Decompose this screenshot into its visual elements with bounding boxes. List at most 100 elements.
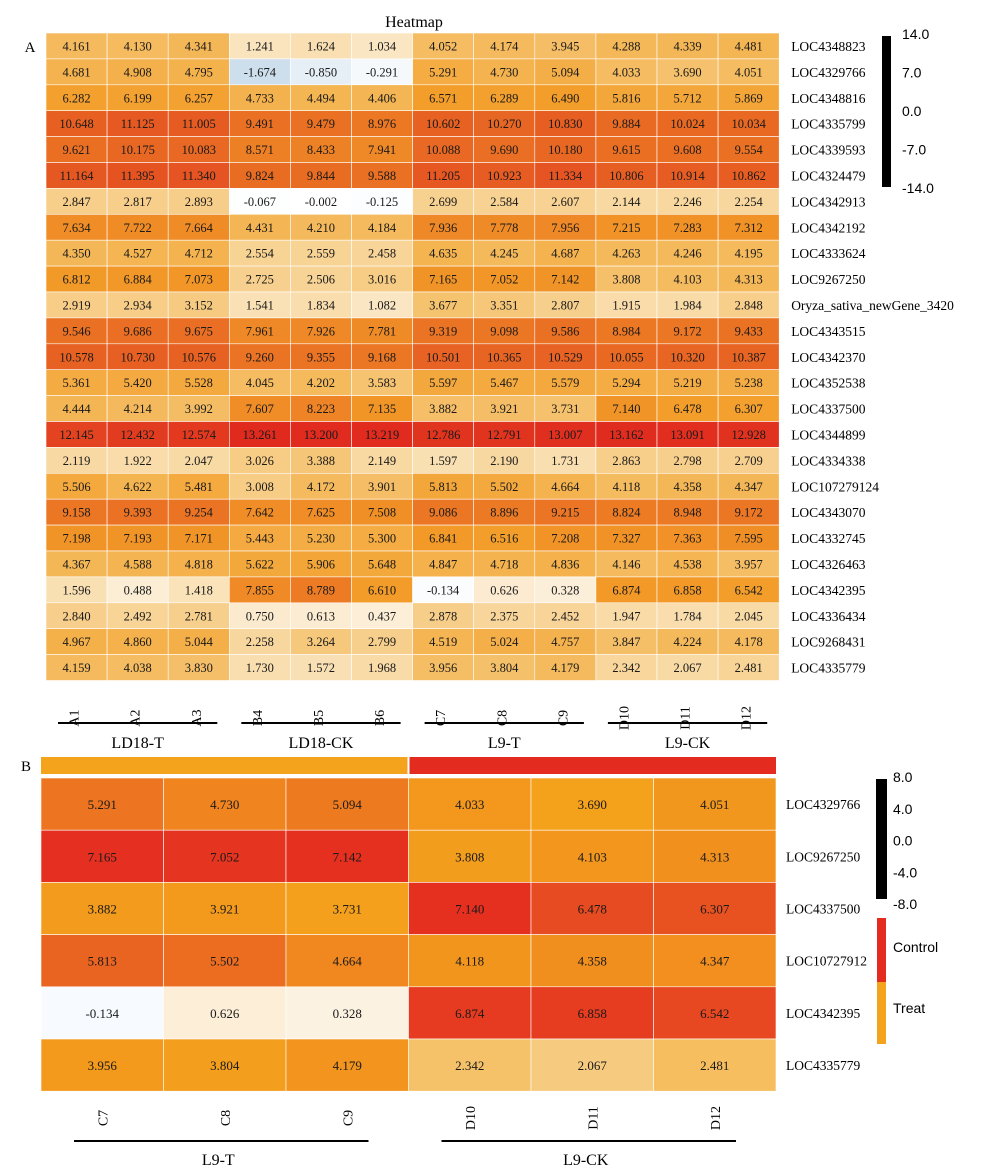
heatmap-cell [290,84,352,112]
cell-value-label: 6.199 [124,91,152,105]
cell-value-label: 2.067 [673,661,701,675]
cell-value-label: 4.358 [578,954,607,969]
cell-value-label: 9.546 [62,324,90,338]
cell-value-label: 4.146 [612,557,640,571]
cell-value-label: 2.492 [124,609,152,623]
cell-value-label: 3.945 [551,39,579,53]
heatmap-cell [534,239,597,267]
heatmap-cell [45,291,108,319]
heatmap-cell [167,576,230,604]
cell-value-label: 4.172 [307,480,335,494]
heatmap-cell [595,317,658,345]
cell-value-label: 6.812 [62,273,90,287]
heatmap-cell [229,395,291,422]
cell-value-label: 1.597 [429,454,457,468]
column-annotation-cell [286,757,409,774]
row-label: LOC9267250 [786,849,861,864]
cell-value-label: 3.804 [490,661,519,675]
row-label: LOC4344899 [791,427,866,442]
heatmap-cell [412,291,475,319]
cell-value-label: 3.957 [735,557,763,571]
heatmap-cell [656,188,719,215]
column-label: D12 [709,1106,724,1130]
cell-value-label: 2.067 [578,1058,608,1073]
cell-value-label: 4.718 [490,557,518,571]
cell-value-label: 4.757 [551,635,579,649]
column-annotation-cell [531,757,654,774]
heatmap-cell [595,628,658,655]
cell-value-label: 13.162 [609,428,643,442]
cell-value-label: 1.572 [307,661,335,675]
cell-value-label: 6.282 [62,91,90,105]
cell-value-label: 2.607 [551,195,579,209]
heatmap-cell [106,654,169,681]
cell-value-label: 4.347 [700,954,730,969]
cell-value-label: 2.893 [185,195,213,209]
cell-value-label: 4.339 [673,39,701,53]
cell-value-label: 4.038 [124,661,152,675]
heatmap-cell [163,829,287,883]
heatmap-cell [530,882,654,935]
cell-value-label: 4.210 [307,221,335,235]
cell-value-label: 2.807 [551,298,579,312]
cell-value-label: 2.848 [735,298,763,312]
cell-value-label: 2.149 [368,454,396,468]
heatmap-cell [534,628,597,655]
cell-value-label: 7.052 [210,849,239,864]
heatmap-cell [408,882,532,935]
cell-value-label: 4.860 [124,635,152,649]
cell-value-label: 5.467 [490,376,518,390]
heatmap-cell [412,369,475,396]
color-scale-tick: 7.0 [902,65,922,81]
cell-value-label: 5.502 [490,480,518,494]
heatmap-cell [351,110,413,137]
cell-value-label: 1.418 [185,583,213,597]
cell-value-label: 4.730 [210,797,239,812]
row-label: Oryza_sativa_newGene_3420 [791,298,954,313]
cell-value-label: 2.584 [490,195,519,209]
heatmap-cell [229,188,291,215]
cell-value-label: 2.506 [307,273,335,287]
cell-value-label: -0.134 [427,583,460,597]
cell-value-label: 4.159 [62,661,90,675]
cell-value-label: 11.164 [60,169,95,183]
cell-value-label: 7.363 [673,532,701,546]
heatmap-cell [534,395,597,422]
cell-value-label: 9.086 [429,506,457,520]
heatmap-cell [45,162,108,189]
cell-value-label: 7.926 [307,324,335,338]
cell-value-label: 13.007 [548,428,582,442]
column-label: D10 [617,706,632,730]
row-label: LOC4342395 [786,1006,861,1021]
cell-value-label: 7.855 [246,583,274,597]
cell-value-label: 9.686 [124,324,152,338]
heatmap-cell [595,343,658,370]
cell-value-label: 5.506 [62,480,90,494]
cell-value-label: 1.922 [124,454,152,468]
heatmap-cell [656,110,719,137]
heatmap-cell [351,162,413,189]
cell-value-label: 4.431 [246,221,274,235]
cell-value-label: 3.808 [455,849,484,864]
heatmap-cell [412,317,475,345]
cell-value-label: 2.458 [368,247,396,261]
cell-value-label: 3.921 [210,902,239,917]
cell-value-label: 4.664 [333,954,363,969]
cell-value-label: 2.699 [429,195,457,209]
row-label: LOC4335779 [786,1058,861,1073]
heatmap-cell [229,84,291,112]
heatmap-cell [45,447,108,474]
heatmap-cell [45,32,108,60]
heatmap-cell [717,369,780,396]
cell-value-label: 3.690 [673,65,701,79]
cell-value-label: 1.082 [368,298,396,312]
legend-swatch-treat [877,982,886,1044]
heatmap-cell [290,369,352,396]
heatmap-cell [45,369,108,396]
cell-value-label: 4.481 [735,39,763,53]
heatmap-cell [656,524,719,552]
cell-value-label: 4.184 [368,221,397,235]
heatmap-cell [167,421,230,448]
heatmap-cell [717,472,780,500]
heatmap-cell [473,472,536,500]
